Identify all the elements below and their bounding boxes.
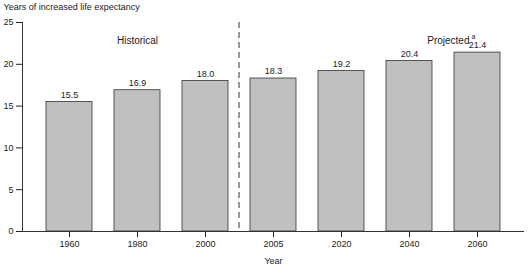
svg-text:a: a (472, 33, 476, 40)
svg-text:Historical: Historical (117, 35, 158, 46)
svg-text:18.0: 18.0 (197, 69, 215, 79)
svg-text:1980: 1980 (127, 239, 147, 249)
svg-text:2040: 2040 (399, 239, 419, 249)
svg-text:5: 5 (8, 185, 13, 195)
svg-text:19.2: 19.2 (333, 59, 351, 69)
svg-text:Year: Year (264, 256, 282, 266)
svg-text:21.4: 21.4 (469, 40, 487, 50)
svg-text:0: 0 (8, 226, 13, 236)
svg-text:10: 10 (3, 143, 13, 153)
svg-text:2005: 2005 (263, 239, 283, 249)
svg-text:20: 20 (3, 59, 13, 69)
svg-text:16.9: 16.9 (129, 78, 147, 88)
svg-text:15: 15 (3, 101, 13, 111)
svg-text:20.4: 20.4 (401, 49, 419, 59)
svg-text:18.3: 18.3 (265, 66, 283, 76)
svg-text:2000: 2000 (195, 239, 215, 249)
svg-text:Projected: Projected (427, 35, 469, 46)
svg-text:1960: 1960 (59, 239, 79, 249)
svg-text:2020: 2020 (331, 239, 351, 249)
svg-text:2060: 2060 (467, 239, 487, 249)
svg-text:Years of increased life expect: Years of increased life expectancy (4, 2, 141, 12)
svg-text:15.5: 15.5 (61, 90, 79, 100)
svg-text:25: 25 (3, 17, 13, 27)
